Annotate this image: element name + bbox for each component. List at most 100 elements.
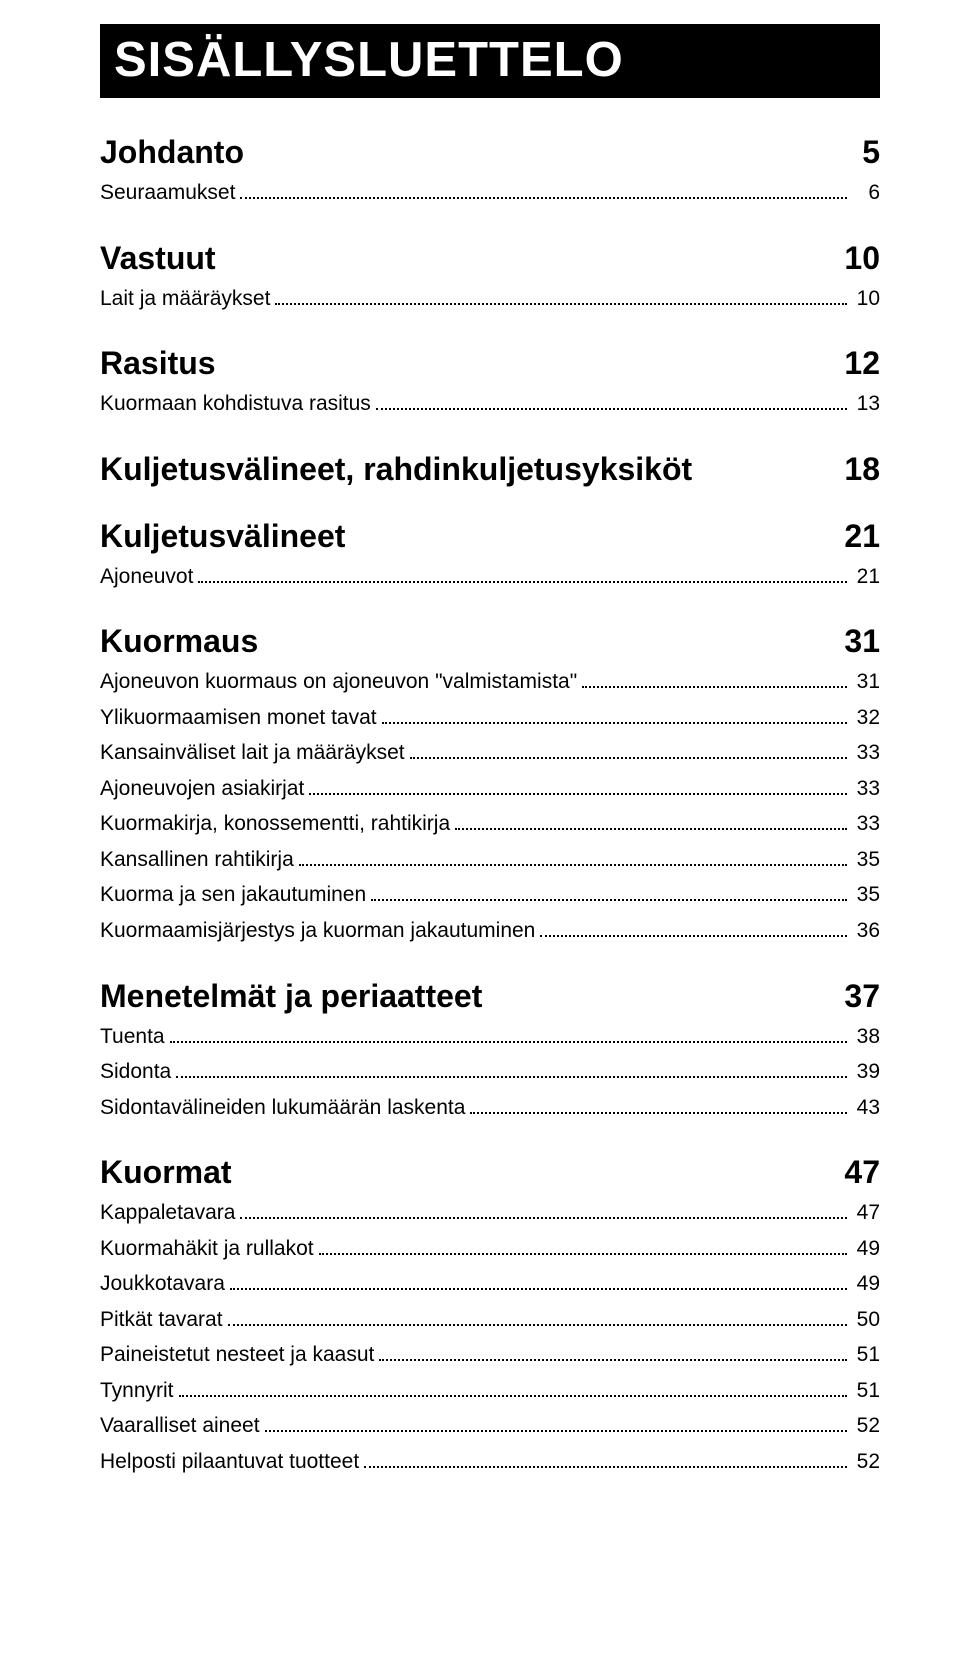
toc-section-head: Menetelmät ja periaatteet37	[100, 978, 880, 1015]
dot-leader	[540, 922, 847, 937]
dot-leader	[275, 290, 847, 305]
toc-row-page: 36	[852, 915, 880, 948]
toc-section-title: Rasitus	[100, 345, 216, 382]
toc-section-page: 31	[828, 623, 880, 660]
toc-row: Joukkotavara49	[100, 1268, 880, 1301]
toc-row: Pitkät tavarat 50	[100, 1304, 880, 1337]
toc-row-page: 35	[852, 879, 880, 912]
toc-row-page: 33	[852, 808, 880, 841]
toc-section-title: Kuljetusvälineet, rahdinkuljetusyksiköt	[100, 451, 692, 488]
dot-leader	[179, 1382, 847, 1397]
dot-leader	[364, 1453, 847, 1468]
toc-row-page: 43	[852, 1092, 880, 1125]
toc-row: Kuormakirja, konossementti, rahtikirja 33	[100, 808, 880, 841]
toc-row-page: 50	[852, 1304, 880, 1337]
toc-row-page: 33	[852, 773, 880, 806]
toc-row: Kuorma ja sen jakautuminen 35	[100, 879, 880, 912]
toc-row-page: 47	[852, 1197, 880, 1230]
toc-row: Ylikuormaamisen monet tavat32	[100, 702, 880, 735]
toc-row-page: 10	[852, 283, 880, 316]
page: SISÄLLYSLUETTELO Johdanto5 Seuraamukset6 V…	[0, 0, 960, 1660]
dot-leader	[176, 1063, 847, 1078]
toc-section-page: 21	[828, 518, 880, 555]
toc-section-head: Kuormat47	[100, 1154, 880, 1191]
toc-row: Ajoneuvojen asiakirjat 33	[100, 773, 880, 806]
toc-row-label: Sidonta	[100, 1056, 171, 1089]
table-of-contents: Johdanto5 Seuraamukset6 Vastuut10 Lait ja m…	[100, 134, 880, 1479]
toc-row-label: Pitkät tavarat	[100, 1304, 223, 1337]
dot-leader	[240, 184, 847, 199]
toc-section-head: Vastuut10	[100, 240, 880, 277]
toc-row: Sidontavälineiden lukumäärän laskenta 43	[100, 1092, 880, 1125]
toc-row-label: Paineistetut nesteet ja kaasut	[100, 1339, 374, 1372]
toc-row: Kansainväliset lait ja määräykset33	[100, 737, 880, 770]
toc-section-head: Kuljetusvälineet, rahdinkuljetusyksiköt 1…	[100, 451, 880, 488]
toc-row: Ajoneuvot21	[100, 561, 880, 594]
toc-row-label: Joukkotavara	[100, 1268, 225, 1301]
toc-row: Sidonta 39	[100, 1056, 880, 1089]
dot-leader	[379, 1347, 847, 1362]
toc-row-page: 39	[852, 1056, 880, 1089]
toc-row-page: 51	[852, 1375, 880, 1408]
toc-row: Paineistetut nesteet ja kaasut 51	[100, 1339, 880, 1372]
dot-leader	[470, 1099, 847, 1114]
toc-row: Seuraamukset6	[100, 177, 880, 210]
toc-section-page: 5	[846, 134, 880, 171]
dot-leader	[382, 709, 847, 724]
toc-row-page: 33	[852, 737, 880, 770]
toc-row-label: Tuenta	[100, 1021, 165, 1054]
toc-row: Helposti pilaantuvat tuotteet52	[100, 1446, 880, 1479]
toc-row: Vaaralliset aineet 52	[100, 1410, 880, 1443]
toc-row-label: Kuormakirja, konossementti, rahtikirja	[100, 808, 450, 841]
toc-section-title: Kuormaus	[100, 623, 258, 660]
toc-row: Lait ja määräykset 10	[100, 283, 880, 316]
toc-row: Tynnyrit 51	[100, 1375, 880, 1408]
toc-row-label: Tynnyrit	[100, 1375, 174, 1408]
dot-leader	[376, 395, 847, 410]
toc-row-label: Kappaletavara	[100, 1197, 235, 1230]
dot-leader	[410, 745, 847, 760]
toc-row-page: 38	[852, 1021, 880, 1054]
toc-row: Kuormaan kohdistuva rasitus13	[100, 388, 880, 421]
toc-section-page: 10	[828, 240, 880, 277]
toc-section: Kuormaus 31 Ajoneuvon kuormaus on ajoneuvo…	[100, 623, 880, 947]
toc-row-label: Vaaralliset aineet	[100, 1410, 260, 1443]
toc-section: Kuljetusvälineet21Ajoneuvot21	[100, 518, 880, 594]
toc-row-label: Kuorma ja sen jakautuminen	[100, 879, 366, 912]
toc-section-head: Johdanto5	[100, 134, 880, 171]
toc-row-page: 49	[852, 1233, 880, 1266]
toc-row-label: Helposti pilaantuvat tuotteet	[100, 1446, 359, 1479]
toc-row-label: Lait ja määräykset	[100, 283, 270, 316]
page-title: SISÄLLYSLUETTELO	[114, 33, 624, 87]
toc-section-title: Kuormat	[100, 1154, 232, 1191]
toc-row-page: 51	[852, 1339, 880, 1372]
dot-leader	[371, 887, 847, 902]
toc-section-page: 18	[828, 451, 880, 488]
toc-row-label: Kuormaan kohdistuva rasitus	[100, 388, 371, 421]
toc-section: Kuormat47 Kappaletavara 47Kuormahäkit ja r…	[100, 1154, 880, 1478]
toc-row-label: Ajoneuvon kuormaus on ajoneuvon "valmist…	[100, 666, 577, 699]
toc-row: Kuormahäkit ja rullakot49	[100, 1233, 880, 1266]
dot-leader	[240, 1205, 847, 1220]
dot-leader	[265, 1418, 847, 1433]
toc-row: Tuenta 38	[100, 1021, 880, 1054]
toc-row-page: 21	[852, 561, 880, 594]
dot-leader	[582, 674, 847, 689]
dot-leader	[299, 851, 847, 866]
toc-section: Vastuut10 Lait ja määräykset 10	[100, 240, 880, 316]
toc-row: Kansallinen rahtikirja35	[100, 844, 880, 877]
dot-leader	[319, 1240, 847, 1255]
toc-row-label: Kansallinen rahtikirja	[100, 844, 294, 877]
toc-row-page: 52	[852, 1410, 880, 1443]
toc-row: Kappaletavara 47	[100, 1197, 880, 1230]
dot-leader	[198, 568, 847, 583]
toc-section-page: 12	[828, 345, 880, 382]
toc-row: Kuormaamisjärjestys ja kuorman jakautumi…	[100, 915, 880, 948]
toc-row-label: Sidontavälineiden lukumäärän laskenta	[100, 1092, 465, 1125]
toc-section-title: Menetelmät ja periaatteet	[100, 978, 482, 1015]
toc-row-label: Kuormaamisjärjestys ja kuorman jakautumi…	[100, 915, 535, 948]
toc-row-page: 6	[852, 177, 880, 210]
toc-row-label: Ajoneuvojen asiakirjat	[100, 773, 304, 806]
toc-section-head: Kuormaus 31	[100, 623, 880, 660]
dot-leader	[228, 1311, 847, 1326]
